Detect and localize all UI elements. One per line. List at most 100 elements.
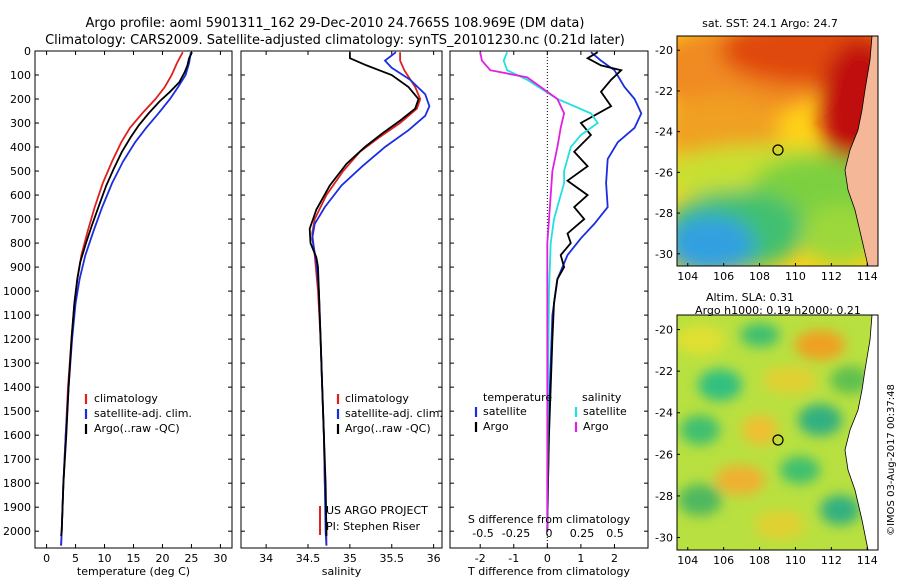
x-tick-label: 5 — [72, 552, 79, 565]
s-tick-label: -0.25 — [502, 527, 530, 540]
x-tick-label: 35 — [343, 552, 357, 565]
s-tick-label: 0.25 — [570, 527, 595, 540]
map-y-tick-label: -26 — [655, 166, 673, 179]
y-tick-label: 1500 — [3, 405, 31, 418]
x-tick-label: 15 — [127, 552, 141, 565]
x-axis-label: temperature (deg C) — [77, 565, 190, 578]
difference-panel: -2 -1 0 1 2T difference from climatology S di… — [449, 50, 649, 578]
legend-label: satellite-adj. clim. — [94, 407, 192, 420]
y-tick-label: 500 — [10, 165, 31, 178]
map-x-tick-label: 114 — [857, 554, 878, 567]
y-tick-label: 300 — [10, 117, 31, 130]
sst-map: sat. SST: 24.1 Argo: 24.7 104 106 108 110 11… — [655, 17, 879, 283]
y-tick-label: 800 — [10, 237, 31, 250]
y-tick-label: 900 — [10, 261, 31, 274]
map-y-tick-label: -22 — [655, 85, 673, 98]
series-line — [308, 52, 420, 536]
legend-label: Argo — [483, 420, 509, 433]
legend-label: satellite-adj. clim. — [345, 407, 443, 420]
legend-label: satellite — [483, 405, 527, 418]
legend-title: temperature — [483, 391, 552, 404]
y-tick-label: 200 — [10, 93, 31, 106]
map-y-tick-label: -22 — [655, 365, 673, 378]
map-x-tick-label: 106 — [713, 270, 734, 283]
legend-label: climatology — [345, 392, 409, 405]
sla-map-title-1: Altim. SLA: 0.31 — [706, 291, 794, 304]
y-tick-label: 100 — [10, 69, 31, 82]
y-tick-label: 1800 — [3, 477, 31, 490]
x-axis-label-top: S difference from climatology — [468, 513, 631, 526]
x-tick-label: 35.5 — [380, 552, 405, 565]
y-tick-label: 0 — [24, 45, 31, 58]
map-y-tick-label: -20 — [655, 44, 673, 57]
map-y-tick-label: -24 — [655, 407, 673, 420]
map-x-tick-label: 112 — [821, 270, 842, 283]
x-tick-label: 34 — [259, 552, 273, 565]
map-x-tick-label: 108 — [749, 554, 770, 567]
legend-label: Argo — [583, 420, 609, 433]
x-tick-label: -1 — [508, 552, 519, 565]
map-y-tick-label: -24 — [655, 126, 673, 139]
x-tick-label: 34.5 — [296, 552, 321, 565]
x-tick-label: 36 — [427, 552, 441, 565]
legend-title: salinity — [582, 391, 622, 404]
map-y-tick-label: -30 — [655, 532, 673, 545]
argo-location-marker — [772, 144, 784, 156]
y-tick-label: 1700 — [3, 453, 31, 466]
project-name: US ARGO PROJECT — [326, 504, 428, 517]
temperature-panel: 0 5 10 15 20 25 300100200300400500600700800900… — [3, 45, 233, 578]
y-tick-label: 1000 — [3, 285, 31, 298]
series-line — [502, 51, 599, 532]
y-tick-label: 2000 — [3, 525, 31, 538]
y-tick-label: 1100 — [3, 309, 31, 322]
sla-map-title-2: Argo h1000: 0.19 h2000: 0.21 — [695, 304, 861, 317]
map-x-tick-label: 110 — [785, 270, 806, 283]
map-x-tick-label: 110 — [785, 554, 806, 567]
x-tick-label: -2 — [475, 552, 486, 565]
map-y-tick-label: -28 — [655, 490, 673, 503]
legend-label: climatology — [94, 392, 158, 405]
y-tick-label: 400 — [10, 141, 31, 154]
legend-label: satellite — [583, 405, 627, 418]
series-line — [546, 51, 624, 532]
x-tick-label: 2 — [611, 552, 618, 565]
series-line — [479, 52, 566, 532]
map-x-tick-label: 112 — [821, 554, 842, 567]
map-x-tick-label: 106 — [713, 554, 734, 567]
header-line-2: Climatology: CARS2009. Satellite-adjuste… — [45, 33, 625, 48]
x-tick-label: 1 — [577, 552, 584, 565]
x-tick-label: 10 — [98, 552, 112, 565]
s-tick-label: 0 — [546, 527, 553, 540]
s-tick-label: 0.5 — [606, 527, 624, 540]
y-tick-label: 1400 — [3, 381, 31, 394]
side-credit: ©IMOS 03-Aug-2017 00:37:48 — [886, 384, 897, 536]
x-axis-label: salinity — [322, 565, 362, 578]
x-tick-label: 20 — [155, 552, 169, 565]
map-x-tick-label: 108 — [749, 270, 770, 283]
map-y-tick-label: -28 — [655, 207, 673, 220]
series-line — [60, 51, 193, 537]
y-tick-label: 1200 — [3, 333, 31, 346]
x-tick-label: 30 — [213, 552, 227, 565]
map-x-tick-label: 114 — [857, 270, 878, 283]
x-tick-label: 0 — [43, 552, 50, 565]
x-tick-label: 25 — [184, 552, 198, 565]
sla-map: Altim. SLA: 0.31 Argo h1000: 0.19 h2000:… — [655, 291, 879, 567]
map-y-tick-label: -20 — [655, 324, 673, 337]
project-pi: PI: Stephen Riser — [326, 520, 421, 533]
legend-label: Argo(..raw -QC) — [94, 422, 180, 435]
plot-frame — [240, 50, 443, 549]
sst-map-title: sat. SST: 24.1 Argo: 24.7 — [702, 17, 838, 30]
map-y-tick-label: -26 — [655, 448, 673, 461]
y-tick-label: 1900 — [3, 501, 31, 514]
y-tick-label: 700 — [10, 213, 31, 226]
map-x-tick-label: 104 — [677, 270, 698, 283]
map-x-tick-label: 104 — [677, 554, 698, 567]
s-tick-label: -0.5 — [472, 527, 493, 540]
y-tick-label: 600 — [10, 189, 31, 202]
y-tick-label: 1600 — [3, 429, 31, 442]
header-line-1: Argo profile: aoml 5901311_162 29-Dec-20… — [86, 16, 585, 31]
y-tick-label: 1300 — [3, 357, 31, 370]
salinity-panel: 34 34.5 35 35.5 36 salinity climatology satelli… — [240, 50, 443, 578]
